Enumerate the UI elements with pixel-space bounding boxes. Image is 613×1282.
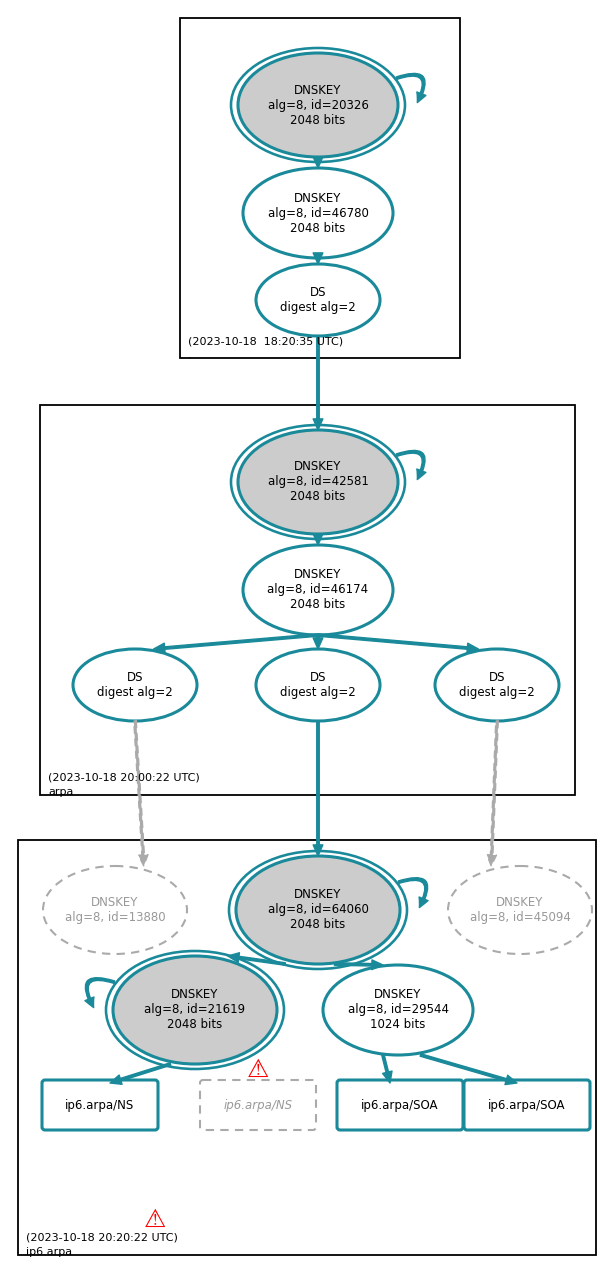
FancyBboxPatch shape (464, 1079, 590, 1129)
Ellipse shape (243, 545, 393, 635)
Text: DNSKEY
alg=8, id=13880: DNSKEY alg=8, id=13880 (65, 896, 166, 924)
FancyArrowPatch shape (85, 978, 115, 1008)
Ellipse shape (73, 649, 197, 720)
Bar (18, 840, 596, 1255)
FancyArrowPatch shape (110, 1063, 171, 1085)
FancyArrowPatch shape (313, 336, 323, 429)
Text: DS
digest alg=2: DS digest alg=2 (459, 670, 535, 699)
FancyArrowPatch shape (420, 1054, 517, 1085)
FancyArrowPatch shape (313, 720, 323, 856)
Text: ip6.arpa/SOA: ip6.arpa/SOA (361, 1099, 439, 1111)
FancyArrowPatch shape (334, 960, 383, 969)
Text: arpa: arpa (48, 787, 74, 797)
Text: ip6.arpa: ip6.arpa (26, 1247, 72, 1256)
Text: DNSKEY
alg=8, id=21619
2048 bits: DNSKEY alg=8, id=21619 2048 bits (145, 988, 246, 1032)
FancyArrowPatch shape (396, 73, 426, 103)
Text: DNSKEY
alg=8, id=42581
2048 bits: DNSKEY alg=8, id=42581 2048 bits (267, 460, 368, 504)
FancyArrowPatch shape (396, 450, 426, 479)
Text: ⚠: ⚠ (144, 1208, 166, 1232)
Ellipse shape (448, 867, 592, 954)
Ellipse shape (238, 53, 398, 156)
Text: DS
digest alg=2: DS digest alg=2 (280, 670, 356, 699)
Text: ip6.arpa/NS: ip6.arpa/NS (66, 1099, 135, 1111)
Ellipse shape (236, 856, 400, 964)
Bar (40, 405, 575, 795)
FancyArrowPatch shape (134, 720, 148, 867)
FancyArrowPatch shape (382, 1055, 392, 1083)
Ellipse shape (238, 429, 398, 535)
Ellipse shape (113, 956, 277, 1064)
FancyArrowPatch shape (313, 253, 323, 264)
Ellipse shape (43, 867, 187, 954)
Text: ip6.arpa/NS: ip6.arpa/NS (223, 1099, 292, 1111)
FancyBboxPatch shape (42, 1079, 158, 1129)
Text: DNSKEY
alg=8, id=46780
2048 bits: DNSKEY alg=8, id=46780 2048 bits (267, 191, 368, 235)
Bar (180, 18, 460, 358)
FancyArrowPatch shape (398, 878, 428, 908)
Text: DS
digest alg=2: DS digest alg=2 (280, 286, 356, 314)
Ellipse shape (323, 965, 473, 1055)
Text: ⚠: ⚠ (247, 1058, 269, 1082)
Text: DNSKEY
alg=8, id=64060
2048 bits: DNSKEY alg=8, id=64060 2048 bits (267, 888, 368, 932)
FancyArrowPatch shape (313, 156, 323, 168)
Text: DNSKEY
alg=8, id=46174
2048 bits: DNSKEY alg=8, id=46174 2048 bits (267, 568, 368, 612)
FancyArrowPatch shape (313, 635, 323, 649)
FancyArrowPatch shape (228, 953, 286, 965)
Text: DS
digest alg=2: DS digest alg=2 (97, 670, 173, 699)
FancyArrowPatch shape (313, 533, 323, 545)
Text: (2023-10-18 20:00:22 UTC): (2023-10-18 20:00:22 UTC) (48, 773, 200, 783)
Text: DNSKEY
alg=8, id=20326
2048 bits: DNSKEY alg=8, id=20326 2048 bits (267, 83, 368, 127)
FancyBboxPatch shape (337, 1079, 463, 1129)
FancyArrowPatch shape (154, 633, 318, 653)
FancyArrowPatch shape (487, 720, 498, 867)
Ellipse shape (435, 649, 559, 720)
Text: .: . (188, 350, 192, 360)
Text: DNSKEY
alg=8, id=29544
1024 bits: DNSKEY alg=8, id=29544 1024 bits (348, 988, 449, 1032)
Ellipse shape (243, 168, 393, 258)
Text: (2023-10-18  18:20:35 UTC): (2023-10-18 18:20:35 UTC) (188, 336, 343, 346)
FancyBboxPatch shape (200, 1079, 316, 1129)
Ellipse shape (256, 649, 380, 720)
Text: (2023-10-18 20:20:22 UTC): (2023-10-18 20:20:22 UTC) (26, 1233, 178, 1244)
FancyArrowPatch shape (318, 633, 478, 653)
Text: DNSKEY
alg=8, id=45094: DNSKEY alg=8, id=45094 (470, 896, 571, 924)
Text: ip6.arpa/SOA: ip6.arpa/SOA (488, 1099, 566, 1111)
Ellipse shape (256, 264, 380, 336)
